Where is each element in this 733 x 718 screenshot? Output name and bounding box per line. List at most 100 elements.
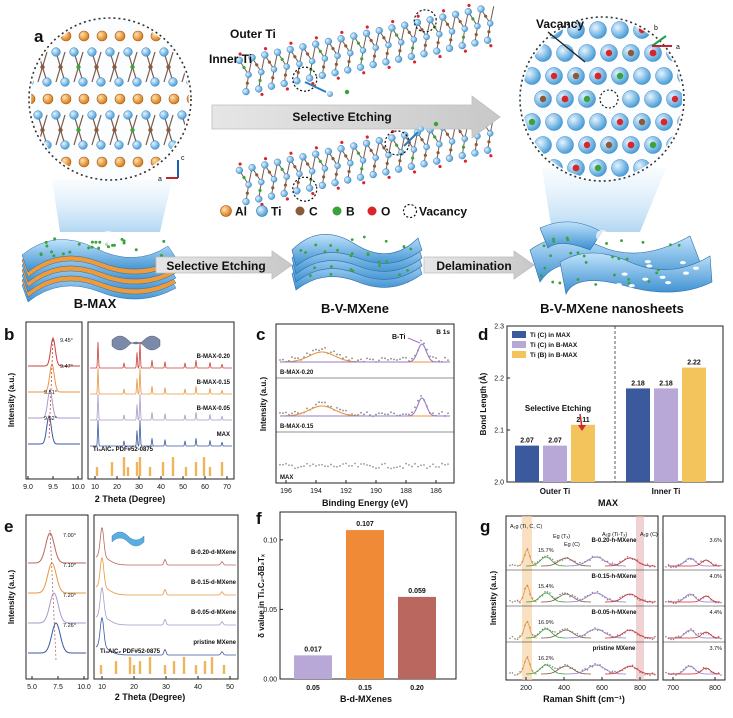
ti-atom <box>556 44 574 62</box>
raw-data-point <box>306 462 308 465</box>
tick-label: 40 <box>157 484 165 491</box>
raw-data-point <box>411 357 413 360</box>
ti-atom <box>258 178 265 186</box>
raw-data-point <box>697 633 700 635</box>
ti-atom <box>369 171 377 179</box>
displacement-arrow <box>403 131 419 147</box>
c-atom <box>436 151 440 155</box>
raw-data-point <box>509 599 511 602</box>
ti-atom <box>267 82 276 90</box>
x-axis-label: 2 Theta (Degree) <box>115 692 186 702</box>
c-atom <box>331 157 335 161</box>
mode-label: A₁g (Ti, C, C) <box>510 524 542 530</box>
fit-component <box>566 592 626 603</box>
ti-atom <box>114 140 124 150</box>
raw-data-point <box>636 633 639 636</box>
tick-label: 400 <box>558 685 570 692</box>
tick-label: 20 <box>113 484 121 491</box>
b-dopant <box>329 265 333 269</box>
raw-data-point <box>619 596 621 599</box>
ti-atom <box>96 140 106 150</box>
category-label: Inner Ti <box>652 487 681 496</box>
series-label: pristine MXene <box>593 646 636 652</box>
raw-data-point <box>402 413 404 416</box>
b-dopant <box>323 250 327 254</box>
raw-data-point <box>644 599 646 601</box>
bar <box>571 424 595 482</box>
c-atom <box>255 63 259 67</box>
ti-atom <box>248 164 256 172</box>
raw-data-point <box>342 463 344 465</box>
ti-atom <box>407 52 415 61</box>
raw-data-point <box>639 599 641 602</box>
tick-label: 190 <box>370 488 382 495</box>
tick-label: 20 <box>130 684 138 691</box>
series-label: B-0.20-d-MXene <box>191 550 237 556</box>
ti-atom <box>655 67 673 85</box>
b-atom <box>683 119 689 125</box>
ti-atom <box>395 165 403 173</box>
ti-atom <box>436 140 443 148</box>
atom-legend: Al Ti C B O Vacancy <box>220 203 467 219</box>
raw-data-point <box>336 406 338 409</box>
raw-data-point <box>420 464 422 467</box>
ti-atom <box>356 63 365 71</box>
tick-label: 196 <box>280 488 292 495</box>
ti-atom <box>308 58 316 65</box>
panel-e: e 7.00° 7.10° 7.20° 7.26° 5.0 7.5 10.0 B-0.20-d… <box>4 514 239 702</box>
panel-letter: b <box>4 325 14 344</box>
al-atom <box>60 93 72 105</box>
ti-atom <box>350 142 358 150</box>
reference-stick <box>128 657 132 674</box>
raw-data-point <box>330 351 332 354</box>
b-atom <box>583 95 591 103</box>
ti-atom <box>407 162 415 171</box>
raw-data-point <box>342 409 344 412</box>
b-v-mxene-layer <box>291 234 423 267</box>
vacancy-pore <box>613 247 620 251</box>
raw-data-point <box>516 599 519 602</box>
o-atom <box>550 72 558 80</box>
raw-data-point <box>297 412 299 414</box>
raw-data-point <box>651 638 654 641</box>
bond <box>200 52 209 82</box>
ti-atom <box>255 85 263 93</box>
raw-data-point <box>665 600 667 603</box>
ti-atom <box>410 146 418 153</box>
percentage-label: 4.4% <box>709 610 722 616</box>
raw-data-point <box>690 628 692 630</box>
c-atom <box>322 175 326 179</box>
raw-data-point <box>591 555 594 558</box>
ti-atom <box>283 173 290 180</box>
c-atom <box>242 175 246 180</box>
o-atom <box>263 157 268 161</box>
raw-data-point <box>665 635 667 638</box>
raw-data-point <box>432 412 434 415</box>
b-dopant <box>582 254 586 258</box>
raw-data-point <box>559 593 561 596</box>
al-atom <box>78 156 90 168</box>
ti-atom <box>347 49 354 57</box>
ti-atom <box>689 45 706 62</box>
raw-data-point <box>544 591 546 593</box>
ti-atom <box>286 155 294 164</box>
raw-data-point <box>354 462 356 465</box>
al-atom <box>96 30 108 42</box>
bond <box>200 115 209 145</box>
raw-data-point <box>720 637 722 640</box>
o-atom <box>365 135 369 139</box>
raw-data-point <box>408 464 410 466</box>
raw-data-point <box>402 356 404 359</box>
ti-atom <box>382 58 390 66</box>
raw-data-point <box>390 357 392 360</box>
ti-atom <box>413 18 422 27</box>
o-atom <box>528 26 536 34</box>
fit-component <box>605 629 655 639</box>
al-atom <box>42 156 54 168</box>
o-atom <box>336 186 340 190</box>
c-atom <box>372 164 377 168</box>
b-dopant <box>384 239 388 243</box>
ti-atom <box>689 91 706 108</box>
data-label: 0.017 <box>304 646 322 653</box>
o-atom <box>528 164 536 172</box>
